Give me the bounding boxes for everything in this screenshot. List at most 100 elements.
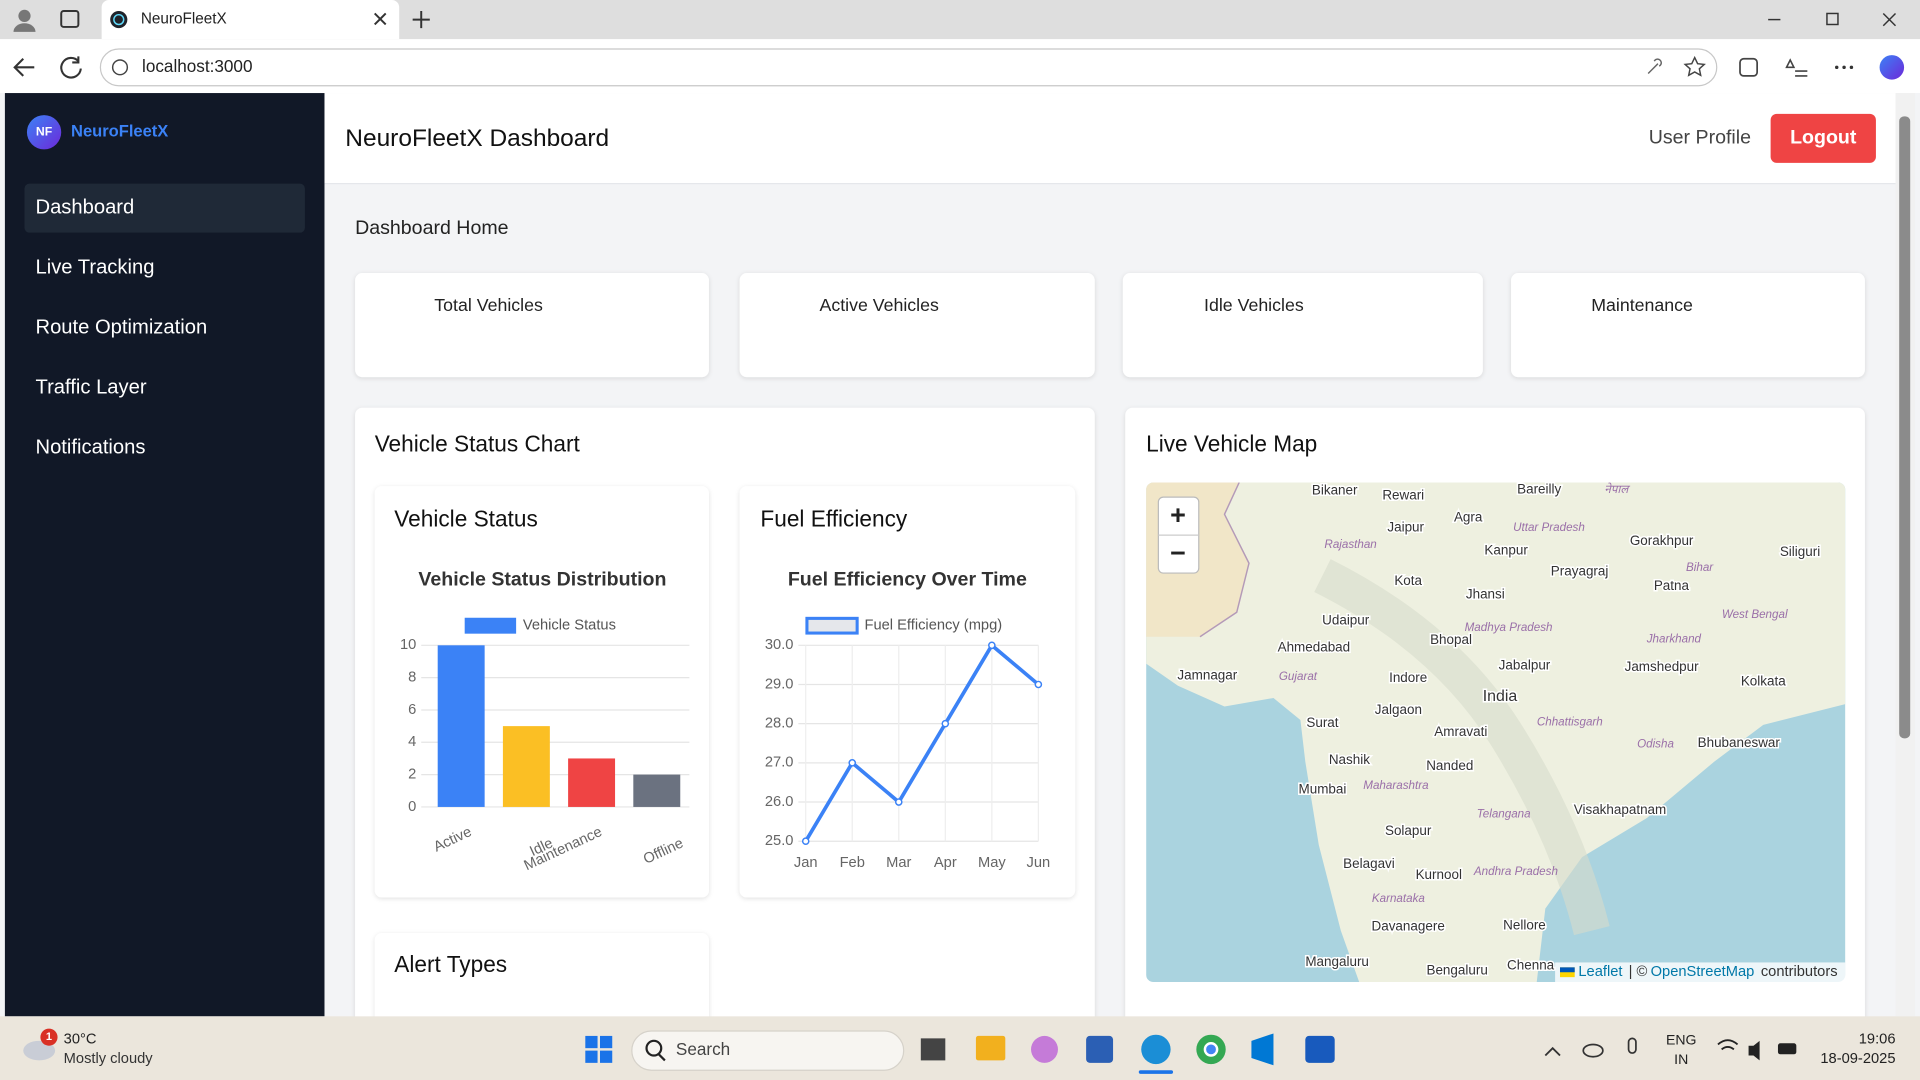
y-tick-label: 30.0 bbox=[765, 637, 794, 653]
place-label: Bhubaneswar bbox=[1698, 735, 1781, 750]
tab-actions[interactable] bbox=[60, 10, 80, 28]
y-tick-label: 2 bbox=[408, 766, 416, 782]
user-profile[interactable]: User Profile bbox=[1649, 127, 1751, 149]
site-info[interactable] bbox=[111, 59, 129, 76]
battery[interactable] bbox=[1777, 1043, 1797, 1055]
place-label: Prayagraj bbox=[1551, 563, 1609, 578]
attribution-bg bbox=[1555, 962, 1846, 983]
weather[interactable]: Mostly cloudy bbox=[64, 1051, 154, 1067]
menu-item[interactable]: Notifications bbox=[36, 437, 146, 459]
search-icon-handle bbox=[657, 1053, 666, 1062]
menu-item[interactable]: Dashboard bbox=[36, 197, 135, 219]
place-label: Nanded bbox=[1426, 758, 1473, 773]
place-label: Visakhapatnam bbox=[1574, 802, 1666, 817]
y-tick-label: 29.0 bbox=[765, 676, 794, 692]
start-tile bbox=[585, 1050, 598, 1063]
region-label: Andhra Pradesh bbox=[1473, 865, 1558, 878]
card-title: Alert Types bbox=[394, 951, 507, 977]
weather-icon[interactable] bbox=[23, 1040, 56, 1061]
tab-close[interactable] bbox=[374, 12, 387, 26]
copilot[interactable] bbox=[1879, 55, 1905, 80]
favorites[interactable] bbox=[1785, 58, 1808, 77]
word[interactable] bbox=[1305, 1035, 1335, 1063]
x-tick-label: May bbox=[978, 855, 1006, 871]
place-label: Jhansi bbox=[1466, 587, 1505, 602]
password-key[interactable] bbox=[1647, 58, 1662, 74]
logout-label[interactable]: Logout bbox=[1790, 127, 1857, 149]
file-explorer[interactable] bbox=[975, 1035, 1006, 1061]
region-label: Gujarat bbox=[1279, 670, 1318, 683]
active-tab[interactable] bbox=[101, 0, 400, 40]
zoom-in[interactable]: + bbox=[1170, 500, 1186, 530]
place-label: Bengaluru bbox=[1426, 963, 1487, 978]
place-label: Jabalpur bbox=[1499, 658, 1551, 673]
wifi[interactable] bbox=[1717, 1039, 1739, 1051]
y-tick-label: 26.0 bbox=[765, 794, 794, 810]
chrome-center bbox=[1203, 1042, 1219, 1057]
vscode[interactable] bbox=[1251, 1033, 1274, 1066]
place-label: Kolkata bbox=[1741, 674, 1786, 689]
reload-button[interactable] bbox=[60, 56, 82, 79]
task-view[interactable] bbox=[920, 1038, 946, 1061]
edge[interactable] bbox=[1141, 1034, 1171, 1065]
panel-title: Vehicle Status Chart bbox=[375, 431, 581, 457]
menu-dot[interactable] bbox=[1835, 65, 1839, 70]
place-label: Davanagere bbox=[1372, 919, 1445, 934]
temperature[interactable]: 30°C bbox=[64, 1031, 97, 1047]
place-label: Patna bbox=[1654, 578, 1690, 593]
store[interactable] bbox=[1086, 1035, 1114, 1063]
stat-card-title: Idle Vehicles bbox=[1204, 295, 1304, 315]
onedrive[interactable] bbox=[1582, 1043, 1604, 1058]
search-icon bbox=[645, 1039, 663, 1057]
place-label: Rewari bbox=[1382, 487, 1424, 502]
place-label: Belagavi bbox=[1343, 856, 1395, 871]
place-label: Indore bbox=[1389, 670, 1427, 685]
place-label: Mangaluru bbox=[1305, 954, 1369, 969]
menu-item[interactable]: Traffic Layer bbox=[36, 377, 147, 399]
microphone[interactable] bbox=[1627, 1037, 1637, 1054]
map[interactable] bbox=[1146, 482, 1846, 983]
favorite-star[interactable] bbox=[1683, 55, 1706, 77]
sidebar bbox=[4, 93, 325, 1017]
stat-card-title: Maintenance bbox=[1591, 295, 1693, 315]
maximize[interactable] bbox=[1826, 12, 1839, 26]
leaflet-link[interactable]: Leaflet bbox=[1578, 964, 1622, 980]
language[interactable]: ENG bbox=[1666, 1032, 1697, 1048]
profile-icon[interactable] bbox=[18, 9, 31, 23]
bar bbox=[633, 774, 681, 807]
url-text[interactable]: localhost:3000 bbox=[142, 56, 252, 76]
start-button[interactable] bbox=[585, 1035, 613, 1063]
point bbox=[848, 759, 857, 767]
tray-chevron[interactable] bbox=[1544, 1046, 1561, 1057]
start-tile bbox=[600, 1050, 613, 1063]
scrollbar-thumb[interactable] bbox=[1899, 116, 1911, 739]
osm-link[interactable]: OpenStreetMap bbox=[1651, 964, 1755, 980]
clock-time[interactable]: 19:06 bbox=[1859, 1031, 1896, 1047]
close-window[interactable] bbox=[1882, 12, 1897, 27]
clock-date[interactable]: 18-09-2025 bbox=[1820, 1051, 1895, 1067]
taskbar-search[interactable] bbox=[631, 1030, 905, 1071]
zoom-out[interactable]: − bbox=[1170, 538, 1186, 568]
extensions[interactable] bbox=[1739, 57, 1758, 77]
bar bbox=[437, 645, 485, 807]
card-title: Fuel Efficiency bbox=[760, 505, 907, 531]
place-label: Nashik bbox=[1329, 752, 1370, 767]
stat-card bbox=[355, 273, 709, 378]
address-bar[interactable] bbox=[99, 48, 1718, 87]
region[interactable]: IN bbox=[1674, 1051, 1688, 1067]
active-menu-item[interactable] bbox=[24, 183, 305, 233]
copilot-app[interactable] bbox=[1031, 1035, 1058, 1063]
tab-title[interactable]: NeuroFleetX bbox=[141, 11, 227, 28]
menu-item[interactable]: Route Optimization bbox=[36, 317, 208, 339]
back-button[interactable] bbox=[13, 58, 35, 77]
place-label: Kurnool bbox=[1416, 867, 1462, 882]
menu-item[interactable]: Live Tracking bbox=[36, 257, 155, 279]
place-label: Amravati bbox=[1434, 724, 1487, 739]
point bbox=[894, 798, 903, 806]
new-tab[interactable] bbox=[412, 11, 430, 29]
logout-button[interactable] bbox=[1770, 113, 1876, 163]
line bbox=[804, 642, 1040, 843]
search-placeholder[interactable]: Search bbox=[676, 1039, 730, 1059]
